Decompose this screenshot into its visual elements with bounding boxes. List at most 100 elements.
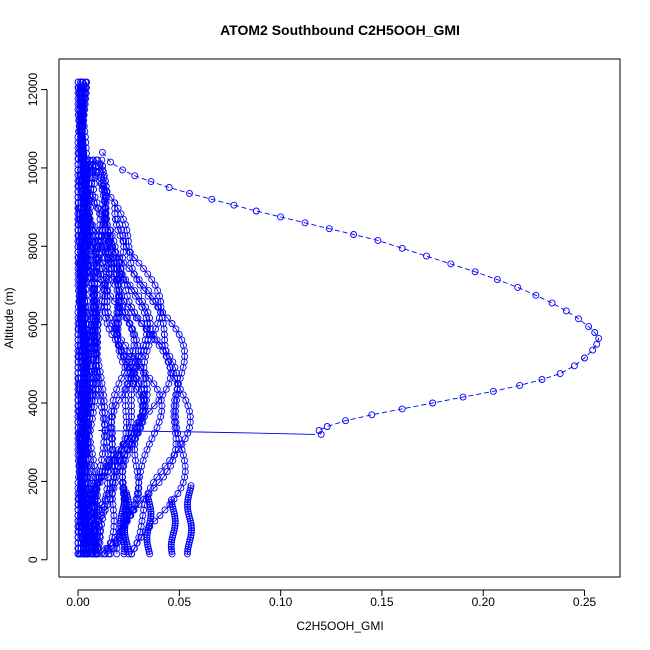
data-point xyxy=(95,177,103,185)
data-point xyxy=(77,149,85,157)
data-point xyxy=(188,526,195,534)
data-point xyxy=(104,501,112,508)
data-point xyxy=(172,418,180,426)
data-point xyxy=(131,446,139,454)
data-point xyxy=(146,503,154,511)
data-point xyxy=(111,199,119,207)
data-point xyxy=(74,380,82,388)
x-tick-label: 0.15 xyxy=(370,595,394,609)
data-point xyxy=(95,517,103,525)
data-point xyxy=(98,512,106,519)
data-point xyxy=(139,298,146,305)
data-point xyxy=(87,193,95,201)
data-point xyxy=(139,407,147,415)
data-point xyxy=(101,495,109,503)
data-point xyxy=(489,387,497,395)
data-point xyxy=(147,510,155,518)
data-point xyxy=(76,210,83,218)
data-point xyxy=(167,462,174,470)
data-point xyxy=(77,336,85,344)
data-point xyxy=(122,536,130,544)
data-point xyxy=(91,484,99,492)
data-point xyxy=(101,287,109,295)
data-point xyxy=(96,226,103,234)
data-point xyxy=(168,538,175,546)
data-point xyxy=(116,221,124,229)
data-point xyxy=(184,494,192,501)
data-point xyxy=(168,536,176,544)
data-point xyxy=(138,320,146,327)
data-point xyxy=(77,523,85,530)
data-point xyxy=(98,156,106,164)
plot-area xyxy=(74,78,603,558)
data-point xyxy=(423,252,430,260)
x-tick-label: 0.00 xyxy=(66,595,90,609)
data-point xyxy=(121,522,129,530)
data-point xyxy=(161,336,169,344)
series-line xyxy=(102,152,600,435)
data-point xyxy=(459,393,467,401)
data-point xyxy=(101,309,109,316)
x-axis: 0.00 0.05 0.10 0.15 0.20 0.25 xyxy=(66,589,597,609)
data-point xyxy=(128,303,136,311)
data-point xyxy=(147,508,155,516)
data-point xyxy=(77,341,85,349)
data-point xyxy=(112,468,120,476)
data-point xyxy=(130,435,138,443)
data-point xyxy=(111,457,119,465)
data-point xyxy=(115,287,123,295)
data-point xyxy=(548,299,556,307)
data-point xyxy=(182,396,190,404)
data-point xyxy=(135,292,143,300)
data-point xyxy=(128,407,136,415)
data-point xyxy=(141,369,149,377)
data-point xyxy=(147,178,155,186)
data-point xyxy=(121,363,129,371)
data-point xyxy=(108,435,115,443)
data-point xyxy=(82,139,90,146)
data-point xyxy=(82,544,89,552)
data-point xyxy=(155,341,163,349)
data-point xyxy=(173,391,181,399)
data-point xyxy=(136,363,144,371)
data-point xyxy=(78,193,86,201)
data-point xyxy=(172,402,180,410)
data-point xyxy=(172,407,180,415)
y-tick-label: 4000 xyxy=(26,389,40,416)
data-point xyxy=(116,303,124,311)
data-point xyxy=(115,396,123,404)
data-point xyxy=(119,166,127,174)
data-point xyxy=(368,411,376,419)
data-point xyxy=(123,435,131,443)
data-point xyxy=(157,413,165,421)
data-point xyxy=(101,303,109,311)
data-point xyxy=(171,451,179,459)
data-point xyxy=(184,545,192,553)
data-point xyxy=(151,336,159,344)
data-point xyxy=(115,320,123,327)
data-point xyxy=(134,352,142,360)
data-point xyxy=(83,232,91,240)
data-point xyxy=(110,523,118,530)
data-point xyxy=(107,429,115,437)
data-point xyxy=(113,550,121,558)
data-point xyxy=(108,490,116,497)
data-point xyxy=(556,370,564,378)
data-point xyxy=(99,182,106,190)
y-tick-label: 6000 xyxy=(26,311,40,338)
data-point xyxy=(171,512,179,520)
data-point xyxy=(165,184,173,191)
data-point xyxy=(174,380,182,388)
data-point xyxy=(145,287,152,295)
data-point xyxy=(154,287,162,295)
data-point xyxy=(180,358,188,366)
data-point xyxy=(125,505,132,513)
data-point xyxy=(570,362,578,370)
data-point xyxy=(108,276,116,284)
data-point xyxy=(323,423,331,430)
data-point xyxy=(174,385,181,393)
data-point xyxy=(109,501,117,508)
data-point xyxy=(107,424,115,432)
data-point xyxy=(96,528,104,536)
data-point xyxy=(184,508,192,516)
